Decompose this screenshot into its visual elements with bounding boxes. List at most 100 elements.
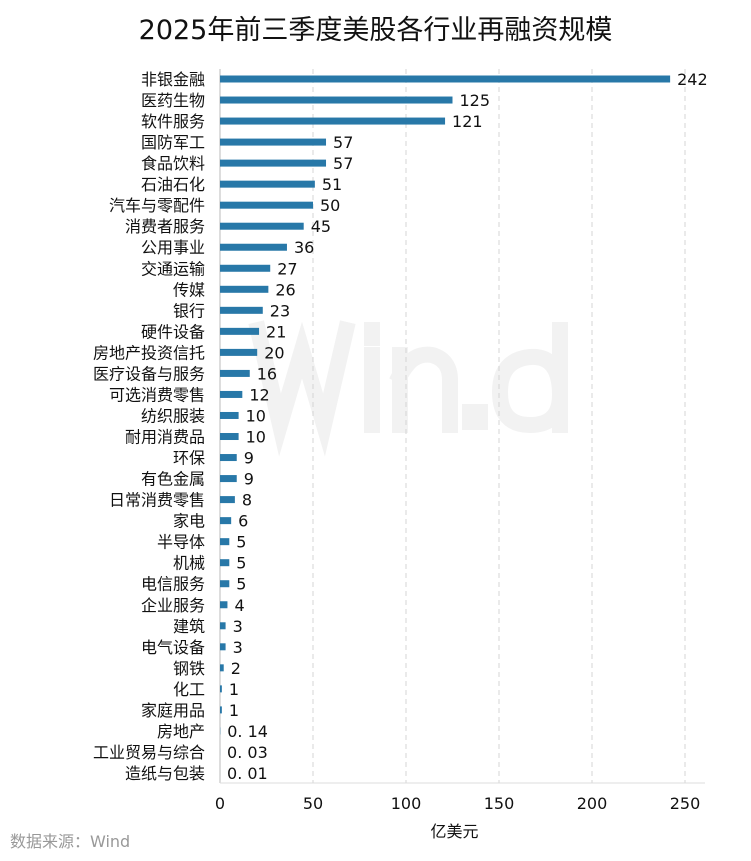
bar	[220, 454, 237, 462]
y-category-label: 纺织服装	[141, 406, 205, 425]
bar-value-label: 5	[236, 533, 246, 552]
y-category-label: 软件服务	[141, 112, 205, 131]
y-category-label: 造纸与包装	[125, 764, 205, 783]
bar	[220, 159, 327, 167]
bar	[220, 138, 327, 146]
bar-value-label: 121	[452, 112, 483, 131]
y-category-label: 汽车与零配件	[109, 196, 205, 215]
y-category-label: 钢铁	[173, 659, 205, 678]
bar	[220, 517, 232, 525]
bar	[220, 601, 228, 609]
y-category-label: 工业贸易与综合	[93, 743, 205, 762]
bar-value-label: 57	[333, 154, 353, 173]
bar	[220, 580, 230, 588]
bar	[220, 685, 222, 693]
bar	[220, 201, 313, 209]
y-category-label: 化工	[173, 680, 205, 699]
bar-value-label: 50	[320, 196, 340, 215]
x-tick-label: 0	[215, 794, 225, 813]
y-category-label: 家电	[173, 512, 205, 531]
watermark-logo	[248, 320, 569, 457]
bar-value-label: 6	[238, 512, 248, 531]
bar-value-label: 36	[294, 238, 314, 257]
watermark-dot	[462, 404, 488, 430]
bar	[220, 496, 235, 504]
bar-value-label: 1	[229, 680, 239, 699]
y-category-label: 电信服务	[141, 575, 205, 594]
bar-value-label: 12	[249, 385, 269, 404]
bar-value-label: 2	[231, 659, 241, 678]
y-category-label: 日常消费零售	[109, 491, 205, 510]
bar	[220, 285, 269, 293]
bar-value-label: 23	[270, 301, 290, 320]
bar-value-label: 0. 01	[227, 764, 268, 783]
bar	[220, 369, 250, 377]
y-category-label: 非银金融	[141, 70, 205, 89]
bar	[220, 538, 230, 546]
bar	[220, 327, 260, 335]
watermark-letter-w	[248, 320, 356, 457]
bar-value-label: 5	[236, 554, 246, 573]
bar-value-label: 8	[242, 491, 252, 510]
bar-value-label: 0. 03	[227, 743, 268, 762]
bar	[220, 411, 239, 419]
bar	[220, 622, 226, 630]
y-category-label: 房地产	[157, 722, 205, 741]
bar-value-label: 3	[233, 638, 243, 657]
watermark-letter-n	[389, 346, 458, 433]
bar	[220, 75, 671, 83]
bar-value-label: 0. 14	[227, 722, 268, 741]
bar	[220, 559, 230, 567]
y-category-label: 耐用消费品	[125, 428, 205, 447]
bar-value-label: 9	[244, 470, 254, 489]
y-category-label: 石油石化	[141, 175, 205, 194]
bar-value-label: 3	[233, 617, 243, 636]
y-category-label: 可选消费零售	[109, 385, 205, 404]
x-tick-label: 250	[670, 794, 701, 813]
bar-value-label: 20	[264, 343, 284, 362]
y-category-label: 有色金属	[141, 470, 205, 489]
y-category-label: 消费者服务	[125, 217, 205, 236]
bar	[220, 180, 315, 188]
y-category-label: 交通运输	[141, 259, 205, 278]
bar	[220, 117, 446, 125]
y-category-label: 银行	[173, 301, 205, 320]
bar	[220, 664, 224, 672]
bar-value-label: 45	[311, 217, 331, 236]
bar-value-label: 9	[244, 449, 254, 468]
x-tick-label: 50	[303, 794, 323, 813]
y-category-label: 房地产投资信托	[93, 343, 205, 362]
y-category-label: 建筑	[173, 617, 205, 636]
bar-value-label: 242	[677, 70, 708, 89]
y-category-label: 医疗设备与服务	[93, 364, 205, 383]
bar-value-label: 26	[275, 280, 295, 299]
bar	[220, 433, 239, 441]
bar	[220, 243, 287, 251]
x-axis-title: 亿美元	[430, 822, 478, 841]
bar	[220, 390, 243, 398]
bar-value-label: 10	[246, 428, 266, 447]
y-category-label: 电气设备	[141, 638, 205, 657]
bar	[220, 348, 258, 356]
bar-value-label: 57	[333, 133, 353, 152]
y-category-label: 医药生物	[141, 91, 205, 110]
y-category-label: 食品饮料	[141, 154, 205, 173]
bar	[220, 96, 453, 104]
chart-title: 2025年前三季度美股各行业再融资规模	[138, 15, 613, 46]
x-tick-label: 100	[391, 794, 422, 813]
y-category-label: 公用事业	[141, 238, 205, 257]
watermark-letter-d	[491, 322, 569, 434]
bar	[220, 475, 237, 483]
bar	[220, 306, 263, 314]
bar-value-label: 125	[460, 91, 491, 110]
bar-value-label: 5	[236, 575, 246, 594]
x-tick-label: 150	[484, 794, 515, 813]
bar-value-label: 1	[229, 701, 239, 720]
y-category-label: 半导体	[157, 533, 205, 552]
y-category-label: 传媒	[173, 280, 205, 299]
y-category-label: 国防军工	[141, 133, 205, 152]
bar	[220, 643, 226, 651]
bar	[220, 222, 304, 230]
bar-value-label: 10	[246, 406, 266, 425]
